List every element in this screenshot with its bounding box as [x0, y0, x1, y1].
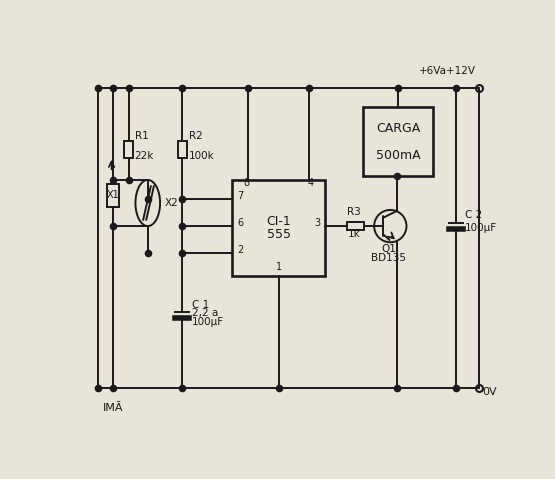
Text: 4: 4 [308, 178, 314, 188]
Text: +6Va+12V: +6Va+12V [419, 66, 476, 76]
Text: 500mA: 500mA [376, 149, 420, 162]
Bar [233, 180, 325, 276]
Bar [347, 222, 364, 230]
Text: 100μF: 100μF [191, 317, 224, 327]
Text: 2,2 a: 2,2 a [191, 308, 218, 318]
Text: 100μF: 100μF [465, 223, 497, 233]
Text: IMĀ: IMĀ [103, 403, 123, 413]
Text: 100k: 100k [189, 151, 214, 161]
Text: C 1: C 1 [191, 300, 209, 310]
Text: X2: X2 [165, 198, 179, 208]
Bar [107, 184, 119, 207]
Bar [364, 107, 433, 176]
Text: 6: 6 [237, 218, 243, 228]
Text: R1: R1 [135, 131, 148, 141]
Bar [124, 141, 133, 158]
Text: 22k: 22k [135, 151, 154, 161]
Text: 3: 3 [314, 218, 320, 228]
Text: 8: 8 [243, 178, 249, 188]
Text: 555: 555 [266, 228, 291, 240]
Text: 1k: 1k [348, 229, 361, 239]
Text: 7: 7 [237, 191, 243, 201]
Text: C 2: C 2 [465, 210, 482, 220]
Bar [178, 141, 187, 158]
Text: 2: 2 [237, 245, 243, 255]
Text: 1: 1 [276, 262, 282, 272]
Text: R3: R3 [347, 207, 361, 217]
Text: CARGA: CARGA [376, 123, 420, 136]
Text: X1: X1 [107, 190, 119, 200]
Text: BD135: BD135 [371, 253, 406, 263]
Text: 0V: 0V [483, 387, 497, 397]
Text: R2: R2 [189, 131, 203, 141]
Text: Q1: Q1 [381, 244, 396, 254]
Text: CI-1: CI-1 [266, 216, 291, 228]
